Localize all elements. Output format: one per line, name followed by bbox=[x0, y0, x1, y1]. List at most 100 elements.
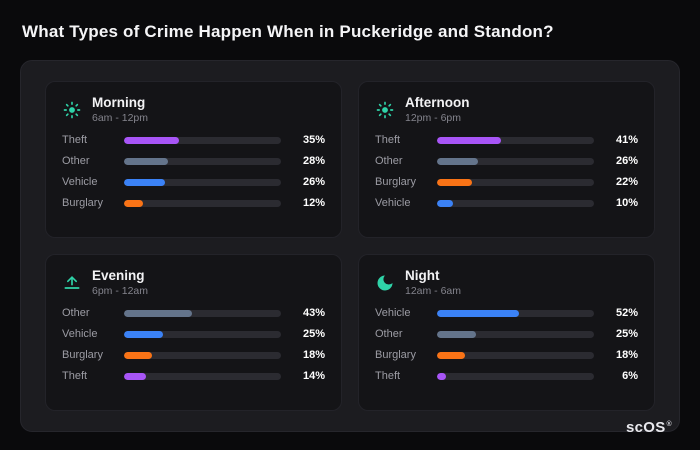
card-subtitle: 6pm - 12am bbox=[92, 285, 149, 297]
bar-row: Vehicle 10% bbox=[375, 197, 638, 209]
card-title: Night bbox=[405, 268, 440, 283]
bar-row: Burglary 18% bbox=[62, 349, 325, 361]
bar-fill bbox=[124, 178, 165, 186]
bar-value: 41% bbox=[615, 134, 638, 146]
bar-value: 18% bbox=[615, 349, 638, 361]
crime-times-panel: Morning 6am - 12pm Theft 35% Other 28% bbox=[20, 60, 680, 432]
bar-label: Burglary bbox=[62, 349, 103, 361]
bar-track bbox=[437, 157, 594, 165]
bar-value: 22% bbox=[615, 176, 638, 188]
card-header: Afternoon 12pm - 6pm bbox=[375, 95, 638, 124]
bar-label: Vehicle bbox=[375, 197, 411, 209]
sun-icon bbox=[62, 100, 82, 120]
brand-name: scOS bbox=[625, 419, 666, 436]
bar-fill bbox=[437, 309, 519, 317]
bar-value: 6% bbox=[622, 370, 638, 382]
bar-value: 26% bbox=[615, 155, 638, 167]
bar-value: 25% bbox=[302, 328, 325, 340]
bar-row: Theft 6% bbox=[375, 370, 638, 382]
bar-row: Vehicle 52% bbox=[375, 307, 638, 319]
moon-icon bbox=[375, 273, 395, 293]
page-title: What Types of Crime Happen When in Pucke… bbox=[22, 22, 554, 41]
card-header: Evening 6pm - 12am bbox=[62, 268, 325, 297]
bar-fill bbox=[437, 372, 447, 380]
bar-value: 28% bbox=[302, 155, 325, 167]
bar-row: Theft 41% bbox=[375, 134, 638, 146]
card-subtitle: 6am - 12pm bbox=[92, 112, 149, 124]
bar-rows: Theft 35% Other 28% Vehicle 26% bbox=[62, 134, 325, 209]
bar-fill bbox=[124, 309, 192, 317]
registered-mark: ® bbox=[666, 421, 672, 428]
bar-track bbox=[437, 178, 594, 186]
bar-label: Other bbox=[62, 155, 90, 167]
cards-grid: Morning 6am - 12pm Theft 35% Other 28% bbox=[21, 61, 679, 431]
bar-track bbox=[437, 372, 594, 380]
bar-value: 12% bbox=[302, 197, 325, 209]
bar-fill bbox=[437, 199, 453, 207]
card-header: Night 12am - 6am bbox=[375, 268, 638, 297]
bar-row: Other 28% bbox=[62, 155, 325, 167]
bar-label: Other bbox=[375, 155, 403, 167]
bar-track bbox=[437, 136, 594, 144]
bar-row: Burglary 22% bbox=[375, 176, 638, 188]
bar-row: Other 25% bbox=[375, 328, 638, 340]
bar-label: Theft bbox=[375, 134, 401, 146]
bar-value: 18% bbox=[302, 349, 325, 361]
bar-track bbox=[124, 157, 281, 165]
bar-rows: Other 43% Vehicle 25% Burglary 18% bbox=[62, 307, 325, 382]
bar-track bbox=[124, 309, 281, 317]
bar-track bbox=[124, 351, 281, 359]
card-night: Night 12am - 6am Vehicle 52% Other 25% bbox=[358, 254, 655, 411]
bar-label: Vehicle bbox=[62, 328, 98, 340]
bar-track bbox=[437, 199, 594, 207]
bar-row: Burglary 18% bbox=[375, 349, 638, 361]
bar-rows: Theft 41% Other 26% Burglary 22% bbox=[375, 134, 638, 209]
bar-row: Vehicle 26% bbox=[62, 176, 325, 188]
bar-track bbox=[124, 199, 281, 207]
bar-row: Theft 35% bbox=[62, 134, 325, 146]
bar-label: Burglary bbox=[375, 176, 416, 188]
bar-row: Theft 14% bbox=[62, 370, 325, 382]
bar-label: Vehicle bbox=[62, 176, 98, 188]
bar-track bbox=[437, 351, 594, 359]
card-title: Evening bbox=[92, 268, 145, 283]
bar-fill bbox=[124, 330, 164, 338]
bar-value: 25% bbox=[615, 328, 638, 340]
bar-rows: Vehicle 52% Other 25% Burglary 18% bbox=[375, 307, 638, 382]
bar-fill bbox=[437, 351, 466, 359]
bar-fill bbox=[124, 199, 143, 207]
card-subtitle: 12am - 6am bbox=[405, 285, 462, 297]
brand-logo: scOS® bbox=[626, 419, 672, 436]
bar-fill bbox=[124, 372, 146, 380]
bar-value: 43% bbox=[302, 307, 325, 319]
bar-value: 35% bbox=[302, 134, 325, 146]
bar-fill bbox=[437, 157, 478, 165]
bar-row: Other 26% bbox=[375, 155, 638, 167]
bar-fill bbox=[437, 136, 502, 144]
card-subtitle: 12pm - 6pm bbox=[405, 112, 462, 124]
bar-label: Theft bbox=[62, 370, 88, 382]
bar-row: Vehicle 25% bbox=[62, 328, 325, 340]
bar-label: Vehicle bbox=[375, 307, 411, 319]
bar-fill bbox=[124, 351, 153, 359]
sunset-icon bbox=[62, 273, 82, 293]
bar-label: Theft bbox=[62, 134, 88, 146]
bar-track bbox=[437, 309, 594, 317]
card-header: Morning 6am - 12pm bbox=[62, 95, 325, 124]
bar-track bbox=[437, 330, 594, 338]
bar-value: 10% bbox=[615, 197, 638, 209]
bar-fill bbox=[124, 136, 179, 144]
sun-icon bbox=[375, 100, 395, 120]
card-evening: Evening 6pm - 12am Other 43% Vehicle 25% bbox=[45, 254, 342, 411]
bar-track bbox=[124, 330, 281, 338]
card-title: Morning bbox=[92, 95, 146, 110]
bar-value: 14% bbox=[302, 370, 325, 382]
bar-row: Other 43% bbox=[62, 307, 325, 319]
card-morning: Morning 6am - 12pm Theft 35% Other 28% bbox=[45, 81, 342, 238]
bar-fill bbox=[437, 178, 472, 186]
card-afternoon: Afternoon 12pm - 6pm Theft 41% Other 26% bbox=[358, 81, 655, 238]
bar-track bbox=[124, 136, 281, 144]
bar-label: Burglary bbox=[375, 349, 416, 361]
bar-fill bbox=[124, 157, 168, 165]
